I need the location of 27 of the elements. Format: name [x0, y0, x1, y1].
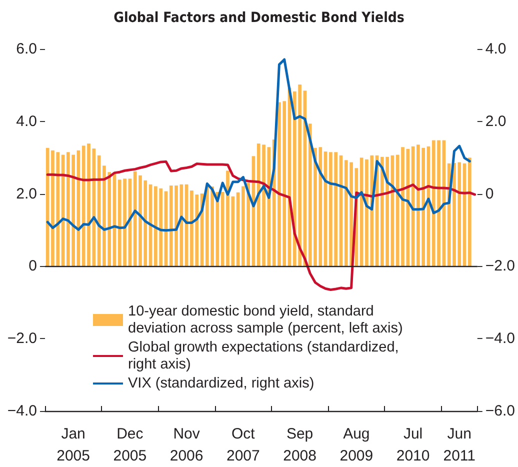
- y2-tick-label: 4.0: [485, 40, 506, 58]
- legend-label: 10-year domestic bond yield, standard deviation across sample (percent, left axis): [128, 304, 403, 336]
- x-tick-label: Nov 2006: [170, 426, 204, 464]
- bar: [468, 158, 472, 266]
- y2-tick-label: −2.0: [485, 258, 516, 275]
- x-tick-label: Aug 2009: [340, 426, 374, 464]
- y-tick-label: 4.0: [16, 112, 37, 130]
- line-series: [46, 160, 476, 291]
- chart-title: Global Factors and Domestic Bond Yields: [114, 10, 404, 26]
- y-tick-label: −2.0: [7, 330, 37, 348]
- x-tick-label: Sep 2008: [283, 426, 316, 464]
- y2-tick-label: −6.0: [485, 402, 516, 420]
- y-tick-label: 6.0: [16, 40, 37, 58]
- line-series: [46, 58, 471, 232]
- x-tick-label: Jul 2010: [396, 426, 430, 464]
- x-tick-label: Oct 2007: [226, 426, 260, 464]
- y-tick-label: −4.0: [7, 402, 37, 420]
- x-tick-label: Jun 2011: [443, 426, 476, 464]
- y2-tick-label: 0: [485, 185, 494, 202]
- x-tick-label: Jan 2005: [56, 426, 90, 464]
- legend-label: Global growth expectations (standardized, right axis): [128, 340, 403, 372]
- y2-tick-label: −4.0: [485, 330, 516, 348]
- x-tick-label: Dec 2005: [113, 426, 147, 464]
- legend-label: VIX (standardized, right axis): [128, 376, 314, 392]
- y2-tick-label: 2.0: [485, 112, 506, 130]
- y-tick-label: 0: [28, 258, 37, 275]
- y-tick-label: 2.0: [16, 185, 37, 202]
